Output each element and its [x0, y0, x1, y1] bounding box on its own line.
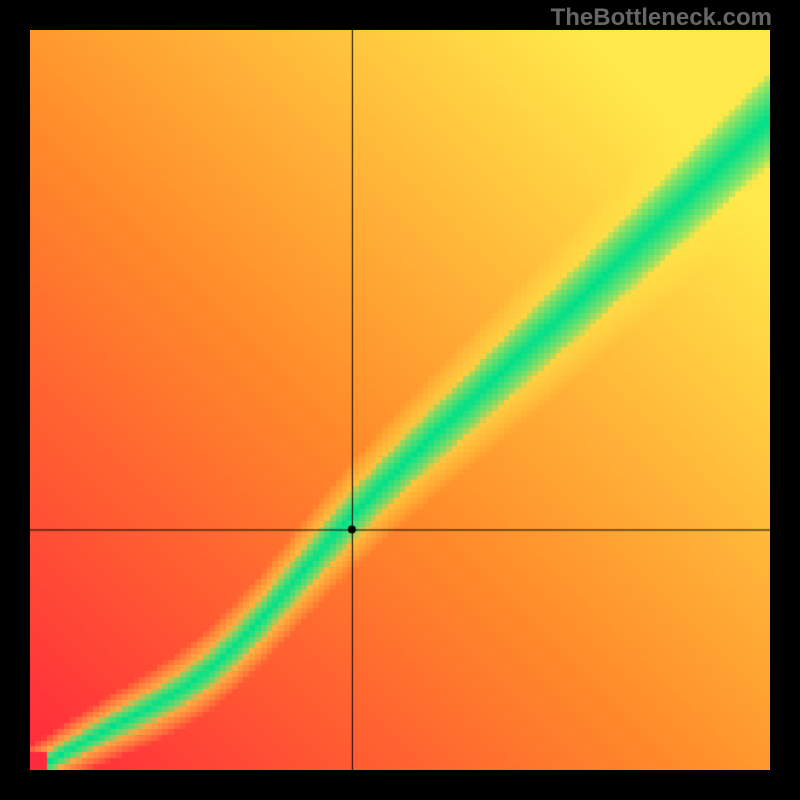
- watermark-text: TheBottleneck.com: [551, 4, 772, 32]
- bottleneck-heatmap: [30, 30, 770, 770]
- outer-frame: TheBottleneck.com: [0, 0, 800, 800]
